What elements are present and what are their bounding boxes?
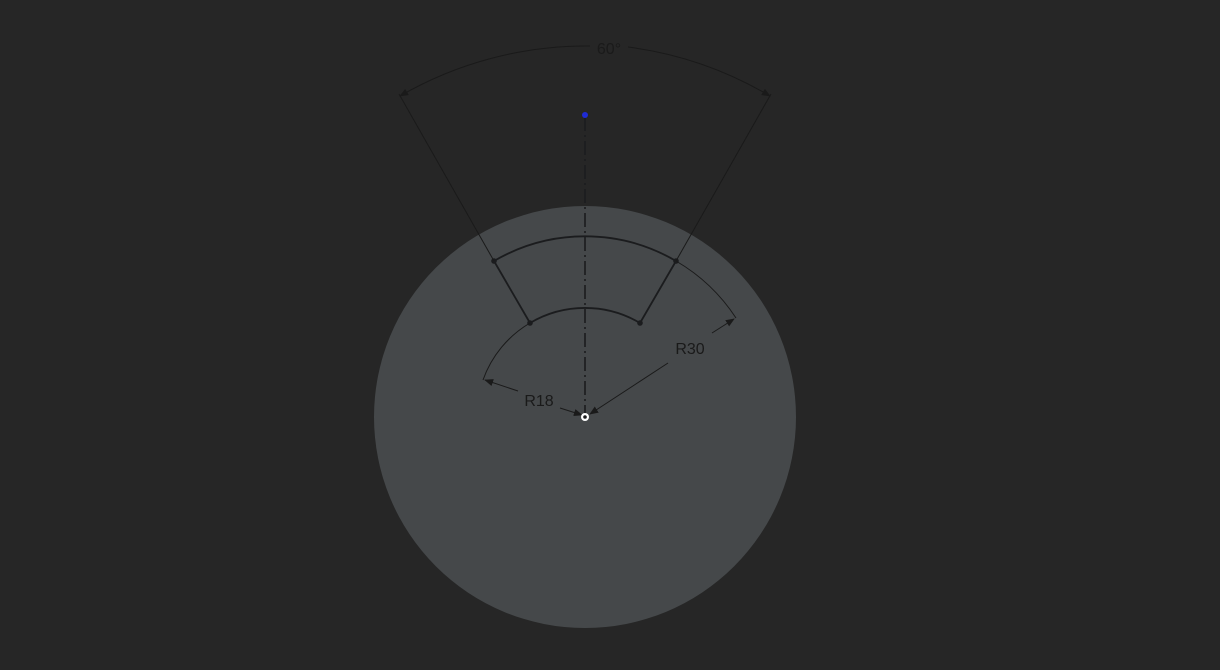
angle-extension-left <box>398 93 495 262</box>
origin-marker-icon[interactable] <box>581 413 589 421</box>
vertex-inner-right[interactable] <box>637 320 643 326</box>
inner-radius-extension-arc <box>482 322 531 381</box>
outer-radius-leader-lower <box>589 362 669 415</box>
angle-dimension-arc-left[interactable] <box>399 45 591 97</box>
right-sector-edge[interactable] <box>639 260 677 324</box>
inner-radius-dimension-label[interactable]: R18 <box>524 393 553 410</box>
outer-radius-dimension-label[interactable]: R30 <box>675 341 704 358</box>
outer-radius-leader-upper <box>711 318 735 334</box>
left-sector-edge[interactable] <box>493 260 531 324</box>
angle-dimension-arc-right[interactable] <box>627 46 771 97</box>
outer-arc[interactable] <box>493 235 677 262</box>
inner-radius-leader-right <box>559 407 583 416</box>
angle-extension-right <box>675 93 772 262</box>
construction-point-icon[interactable] <box>582 112 588 118</box>
outer-radius-extension-arc <box>675 260 737 319</box>
inner-arc[interactable] <box>529 307 641 324</box>
inner-radius-leader-left <box>484 379 519 392</box>
angle-dimension-label[interactable]: 60° <box>597 41 621 58</box>
